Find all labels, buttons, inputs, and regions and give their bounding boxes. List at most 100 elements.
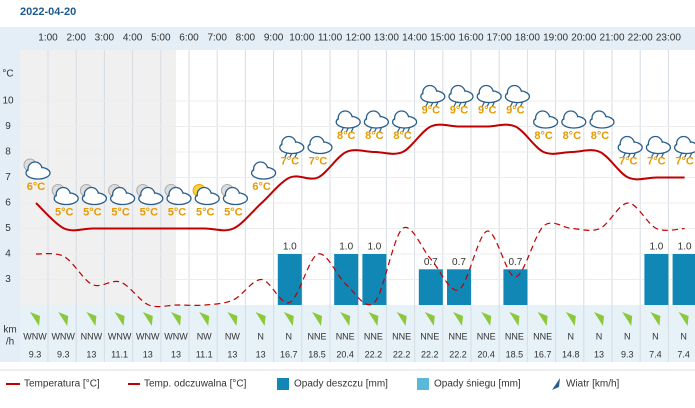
wind-speed: 13 — [171, 349, 181, 359]
cloud-fill — [337, 117, 360, 127]
temperature-label: 9°C — [422, 104, 441, 116]
wind-speed: 20.4 — [336, 349, 354, 359]
rain-drop — [463, 102, 467, 107]
wind-arrow — [86, 312, 97, 326]
weather-icon — [561, 110, 587, 129]
temperature-label: 8°C — [591, 130, 610, 142]
wind-arrow — [565, 312, 576, 326]
rain-drop — [294, 153, 298, 158]
rain-label: 1.0 — [339, 242, 353, 253]
wind-arrow — [312, 312, 322, 326]
temperature-label: 6°C — [27, 181, 46, 193]
cloud-fill — [196, 193, 219, 204]
rain-drop — [514, 102, 518, 107]
axis-band — [0, 27, 20, 362]
cloud-fill — [506, 91, 529, 102]
cloud-fill — [562, 117, 585, 127]
weather-icon — [23, 158, 51, 180]
rain-label: 1.0 — [367, 242, 381, 253]
wind-direction: NNE — [364, 331, 383, 341]
cloud-fill — [27, 168, 49, 178]
rain-label: 1.0 — [678, 242, 692, 253]
wind-speed: 22.2 — [365, 349, 383, 359]
hour-label: 3:00 — [95, 33, 115, 44]
wind-arrow — [453, 312, 463, 326]
wind-direction: WNW — [108, 331, 132, 341]
wind-direction: N — [286, 331, 293, 341]
rain-drop — [650, 153, 654, 158]
wind-direction: N — [568, 331, 575, 341]
temperature-label: 5°C — [168, 206, 187, 218]
cloud-fill — [365, 117, 388, 127]
rain-bar — [418, 269, 443, 305]
wind-speed: 22.2 — [421, 349, 439, 359]
rain-drop — [684, 153, 688, 158]
hour-label: 7:00 — [207, 33, 227, 44]
rain-label: 1.0 — [283, 242, 297, 253]
wind-speed: 13 — [256, 349, 266, 359]
wind-arrow — [227, 312, 238, 326]
hour-label: 18:00 — [515, 33, 540, 44]
temperature-label: 7°C — [675, 155, 694, 167]
wind-speed: 22.2 — [393, 349, 411, 359]
wind-arrow — [396, 312, 407, 326]
cloud-fill — [111, 193, 134, 204]
cloud-fill — [534, 117, 557, 127]
rain-drop — [397, 127, 401, 133]
y-tick-label: 5 — [5, 223, 11, 234]
weather-icon — [420, 84, 446, 107]
wind-arrow — [255, 312, 266, 326]
rain-drop — [373, 127, 377, 133]
wind-direction: N — [596, 331, 603, 341]
rain-drop — [509, 102, 513, 107]
y-tick-label: 8 — [5, 147, 11, 158]
temperature-label: 5°C — [83, 206, 102, 218]
wind-arrow — [509, 312, 520, 326]
wind-speed: 13 — [594, 349, 604, 359]
wind-arrow — [142, 312, 153, 326]
wind-arrow — [537, 312, 548, 326]
temperature-label: 9°C — [450, 104, 469, 116]
rain-label: 0.7 — [424, 257, 438, 268]
wind-arrow — [199, 312, 210, 326]
wind-speed: 18.5 — [506, 349, 524, 359]
rain-bar — [277, 254, 302, 305]
weather-icon — [476, 84, 502, 107]
rain-drop — [679, 153, 683, 158]
y-tick-label: 6 — [5, 198, 11, 209]
weather-icon — [51, 184, 79, 206]
weather-icon — [307, 135, 333, 155]
wind-arrow — [340, 312, 351, 326]
wind-arrow — [114, 312, 125, 326]
hour-label: 14:00 — [402, 33, 427, 44]
hour-label: 17:00 — [487, 33, 512, 44]
cloud-fill — [252, 168, 275, 178]
hour-label: 4:00 — [123, 33, 143, 44]
feels-like-line — [35, 202, 685, 308]
wind-speed: 7.4 — [649, 349, 662, 359]
hour-label: 5:00 — [151, 33, 171, 44]
wind-speed: 13 — [143, 349, 153, 359]
rain-label: 1.0 — [649, 242, 663, 253]
cloud-fill — [55, 193, 78, 204]
rain-drop — [453, 102, 457, 107]
legend-label: Temp. odczuwalna [°C] — [144, 379, 247, 390]
wind-unit: km — [3, 325, 16, 336]
temperature-label: 7°C — [647, 155, 666, 167]
rain-bar — [503, 269, 528, 305]
weather-icon — [617, 135, 643, 158]
hour-label: 6:00 — [179, 33, 199, 44]
weather-icon — [220, 184, 249, 206]
cloud-fill — [393, 117, 416, 127]
wind-direction: N — [652, 331, 659, 341]
hour-label: 21:00 — [599, 33, 624, 44]
wind-speed: 14.8 — [562, 349, 580, 359]
wind-direction: WNW — [136, 331, 160, 341]
weather-icon — [192, 184, 220, 206]
rain-bar — [334, 254, 359, 305]
wind-arrow — [678, 312, 689, 326]
wind-speed: 16.7 — [280, 349, 298, 359]
wind-direction: NNE — [505, 331, 524, 341]
wind-direction: NNE — [448, 331, 467, 341]
wind-direction: NNE — [533, 331, 552, 341]
